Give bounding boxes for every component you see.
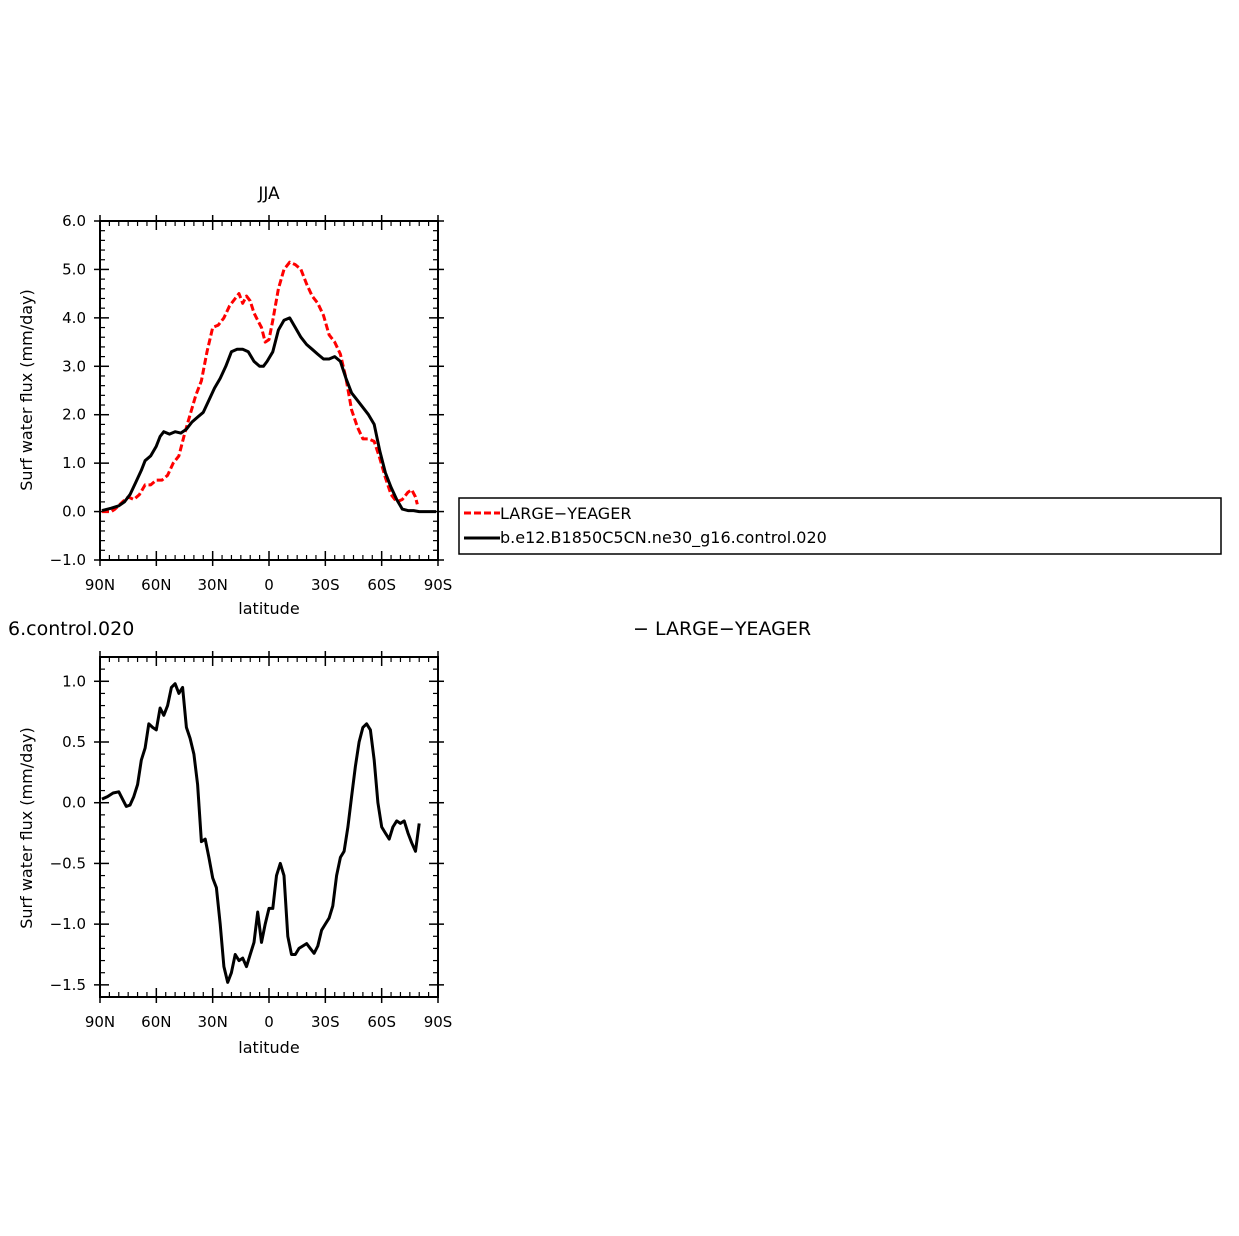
top-y-tick-label: −1.0 xyxy=(50,551,86,569)
bottom-chart-xlabel: latitude xyxy=(238,1038,299,1057)
legend-label-control: b.e12.B1850C5CN.ne30_g16.control.020 xyxy=(500,528,827,548)
bottom-x-tick-label: 0 xyxy=(264,1013,274,1031)
top-y-tick-label: 6.0 xyxy=(62,212,86,230)
bottom-chart-ylabel: Surf water flux (mm/day) xyxy=(17,727,36,929)
top-chart-series xyxy=(101,260,437,514)
bottom-chart-panel: 90N 60N 30N 0 30S 60S 90S 1.0 0.5 0.0 −0.5 −1.0 −1.5… xyxy=(17,651,452,1057)
top-chart-ylabel: Surf water flux (mm/day) xyxy=(17,289,36,491)
top-x-tick-label: 0 xyxy=(264,576,274,594)
bottom-x-tick-label: 60N xyxy=(141,1013,171,1031)
bottom-y-tick-label: −1.0 xyxy=(50,915,86,933)
bottom-y-tick-label: −1.5 xyxy=(50,976,86,994)
bottom-y-tick-label: 0.0 xyxy=(62,794,86,812)
top-chart-xlabel: latitude xyxy=(238,599,299,618)
bottom-x-tick-label: 30N xyxy=(198,1013,228,1031)
legend-box xyxy=(458,497,1222,555)
top-x-tick-label: 30S xyxy=(311,576,340,594)
top-x-tick-label: 60N xyxy=(141,576,171,594)
bottom-x-tick-label: 30S xyxy=(311,1013,340,1031)
top-x-tick-label: 30N xyxy=(198,576,228,594)
bottom-chart-ticks: 90N 60N 30N 0 30S 60S 90S 1.0 0.5 0.0 −0.5 −1.0 −1.5 xyxy=(50,651,453,1031)
partial-title-right: − LARGE−YEAGER xyxy=(633,618,811,640)
bottom-x-tick-label: 90S xyxy=(424,1013,453,1031)
bottom-x-tick-label: 60S xyxy=(367,1013,396,1031)
top-x-tick-label: 60S xyxy=(367,576,396,594)
bottom-y-tick-label: 0.5 xyxy=(62,733,86,751)
top-y-tick-label: 2.0 xyxy=(62,406,86,424)
top-y-tick-label: 3.0 xyxy=(62,357,86,375)
top-chart-panel: JJA 90N 60N 30N 0 30S 60S 90S 6.0 5.0 4.0 3.0 2.0 1.… xyxy=(17,184,452,618)
bottom-x-tick-label: 90N xyxy=(85,1013,115,1031)
top-series-line-1 xyxy=(101,316,437,514)
bottom-series-line-0 xyxy=(101,682,421,984)
bottom-chart-series xyxy=(101,682,421,984)
bottom-y-tick-label: 1.0 xyxy=(62,672,86,690)
top-chart-title: JJA xyxy=(257,184,280,204)
top-series-line-0 xyxy=(101,260,419,514)
bottom-chart-frame xyxy=(99,656,439,998)
top-x-tick-label: 90N xyxy=(85,576,115,594)
top-y-tick-label: 4.0 xyxy=(62,309,86,327)
partial-title-left: 6.control.020 xyxy=(8,618,134,640)
top-y-tick-label: 0.0 xyxy=(62,503,86,521)
legend-label-large-yeager: LARGE−YEAGER xyxy=(500,504,631,523)
top-x-tick-label: 90S xyxy=(424,576,453,594)
top-y-tick-label: 5.0 xyxy=(62,260,86,278)
top-y-tick-label: 1.0 xyxy=(62,454,86,472)
legend: LARGE−YEAGER b.e12.B1850C5CN.ne30_g16.co… xyxy=(458,497,1222,555)
bottom-y-tick-label: −0.5 xyxy=(50,854,86,872)
top-chart-frame xyxy=(99,220,439,561)
